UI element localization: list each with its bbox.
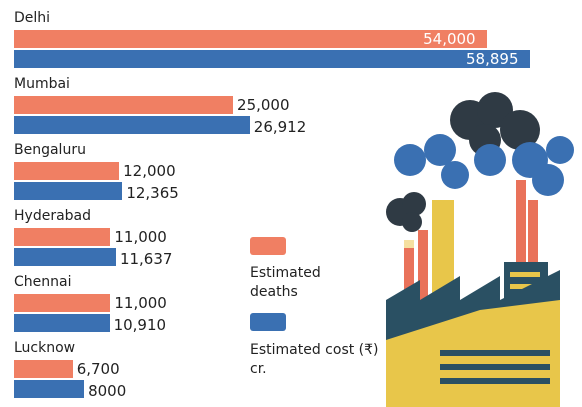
category-label: Hyderabad — [14, 208, 91, 224]
factory — [386, 92, 574, 407]
value-label: 54,000 — [423, 30, 476, 48]
bar — [14, 294, 111, 312]
value-label: 25,000 — [237, 96, 290, 114]
value-label: 12,000 — [123, 162, 176, 180]
legend-swatch — [250, 313, 286, 331]
category-label: Lucknow — [14, 340, 76, 356]
value-label: 6,700 — [76, 360, 120, 378]
category-label: Mumbai — [14, 76, 70, 92]
bar — [14, 380, 85, 398]
value-label: 12,365 — [126, 184, 179, 202]
bar — [14, 96, 234, 114]
bar — [14, 30, 488, 48]
category-label: Delhi — [14, 10, 51, 26]
bar — [14, 116, 250, 134]
bar — [14, 314, 110, 332]
legend-label: Estimated deaths — [250, 265, 321, 300]
category-label: Bengaluru — [14, 142, 86, 158]
bar — [14, 182, 123, 200]
category-label: Chennai — [14, 274, 72, 290]
value-label: 58,895 — [466, 50, 519, 68]
value-label: 11,000 — [114, 228, 167, 246]
value-label: 11,637 — [119, 250, 173, 268]
bar — [14, 162, 120, 180]
value-label: 10,910 — [113, 316, 167, 334]
value-label: 8000 — [88, 382, 127, 400]
value-label: 26,912 — [253, 118, 307, 136]
legend-label: Estimated cost (₹) cr. — [250, 342, 379, 377]
bar — [14, 360, 73, 378]
bar — [14, 228, 111, 246]
value-label: 11,000 — [114, 294, 167, 312]
bar — [14, 50, 530, 68]
legend-swatch — [250, 237, 286, 255]
bar — [14, 248, 116, 266]
